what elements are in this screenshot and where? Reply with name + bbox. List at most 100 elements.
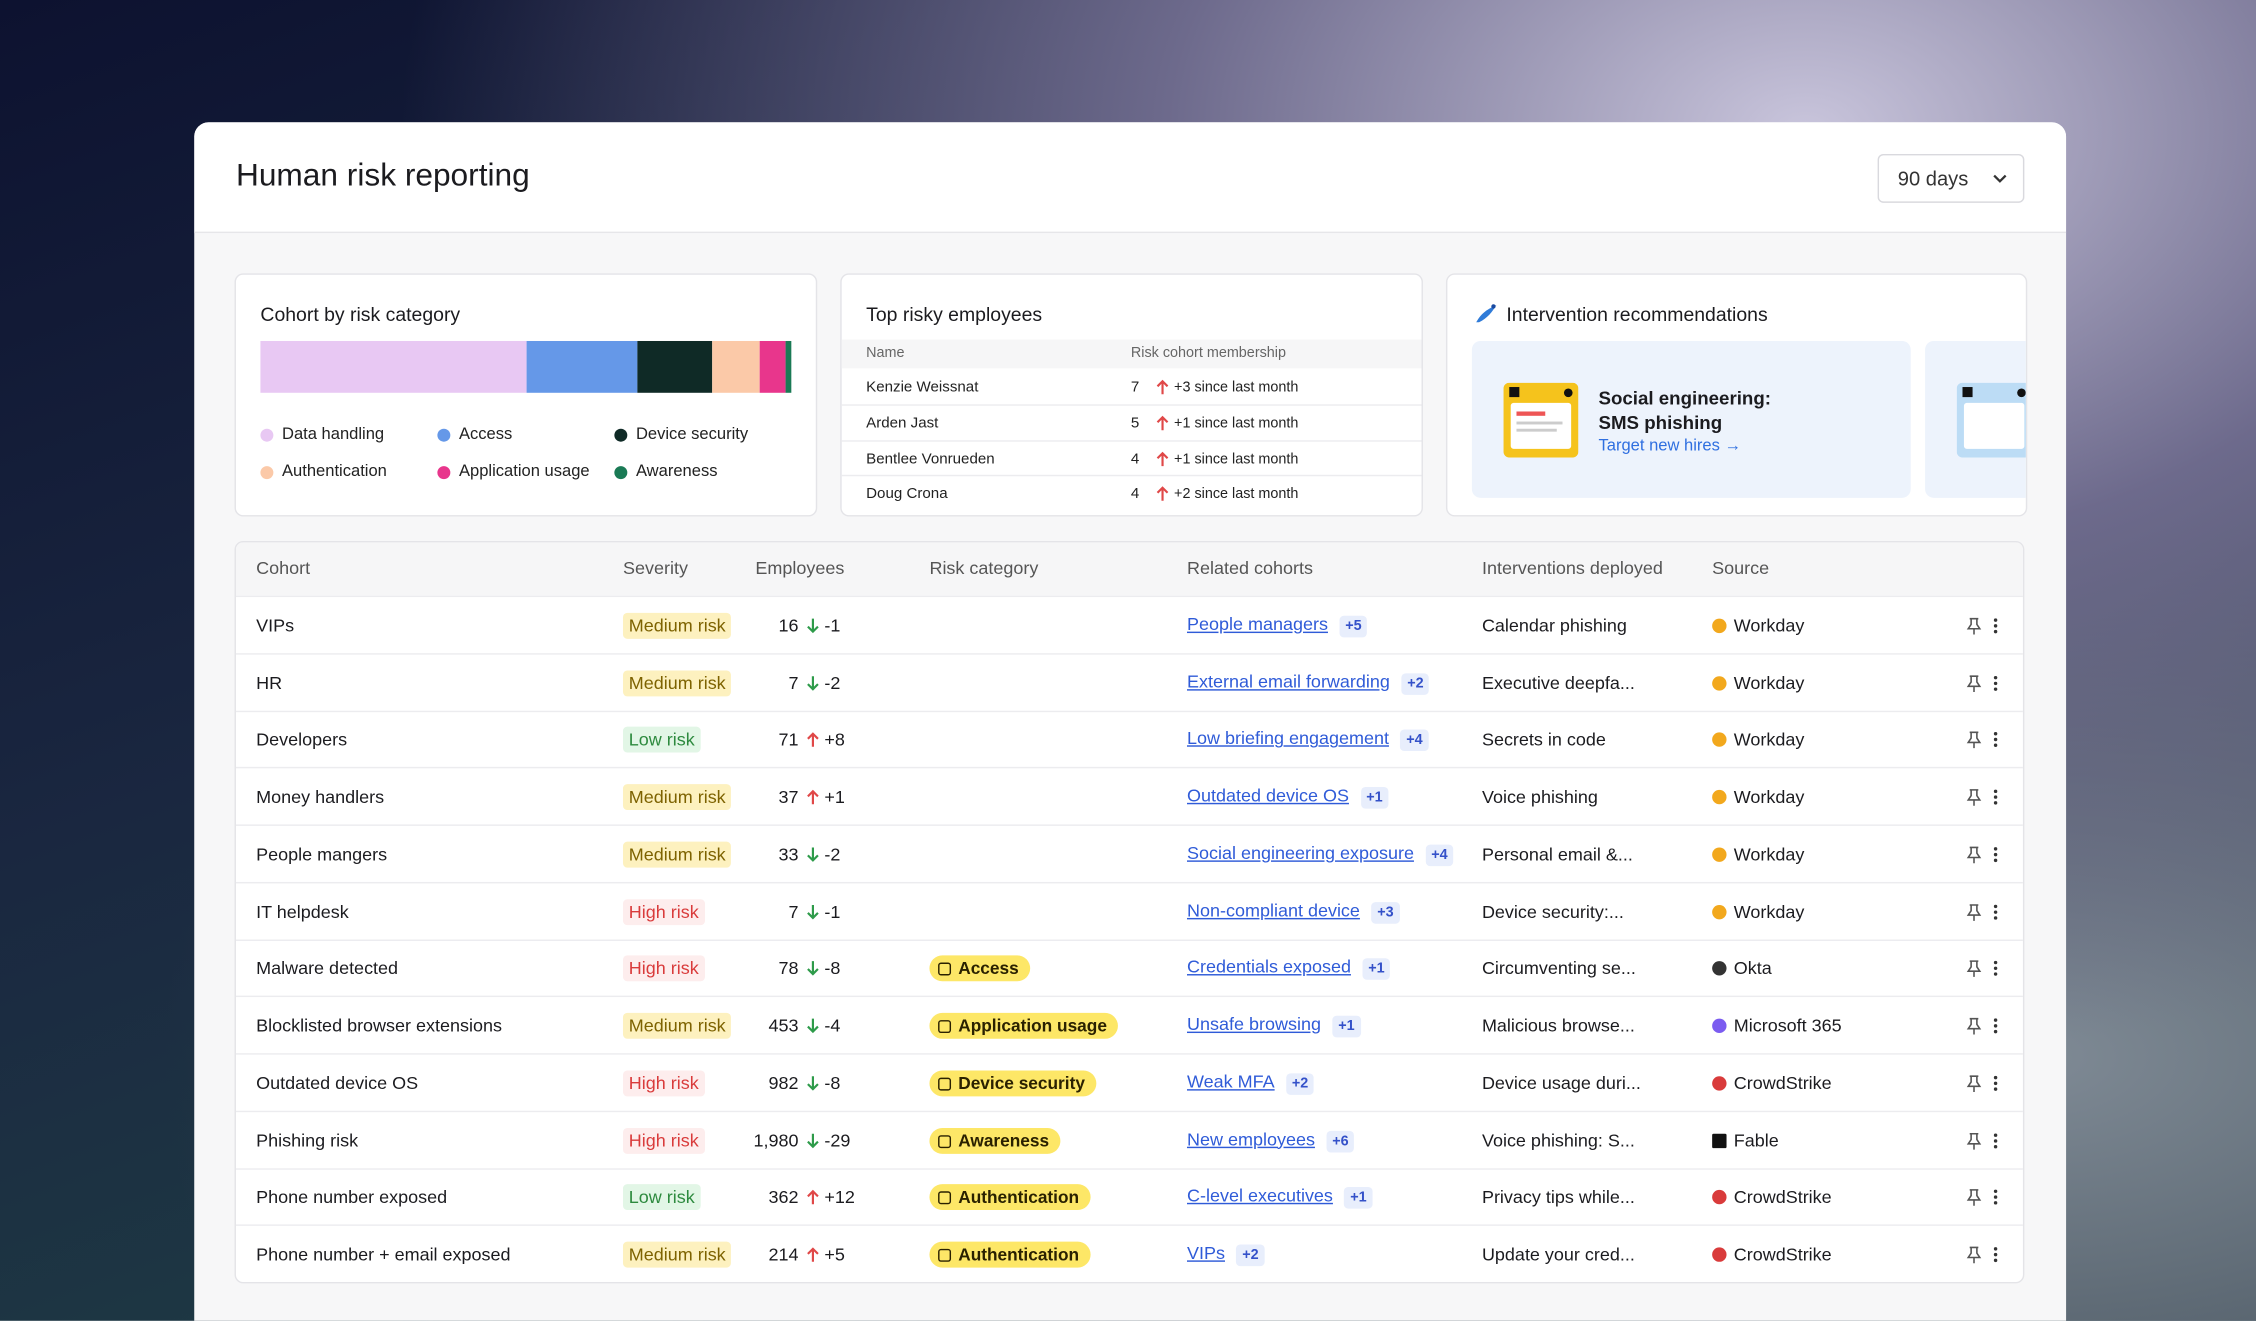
arrow-down (807, 1133, 819, 1148)
related-link[interactable]: C-level executives (1186, 1186, 1333, 1207)
source-icon (1712, 1018, 1727, 1034)
row-actions[interactable] (1965, 902, 2008, 922)
related-more[interactable]: +1 (1344, 1187, 1373, 1210)
cohort-name: Phone number + email exposed (256, 1244, 511, 1265)
source: Microsoft 365 (1712, 1016, 1842, 1036)
column-header: Risk category (929, 558, 1039, 579)
related-link[interactable]: New employees (1186, 1128, 1315, 1150)
recommendation-title: Social engineering: (1598, 387, 1772, 409)
related-link[interactable]: Non-compliant device (1186, 900, 1360, 921)
related-more[interactable]: +3 (1371, 901, 1400, 924)
source: Workday (1712, 787, 1804, 807)
arrow-down (807, 961, 819, 977)
interventions: Calendar phishing (1481, 615, 1627, 636)
severity-badge: Medium risk (622, 669, 732, 696)
row-actions[interactable] (1965, 1073, 2008, 1093)
column-header: Severity (622, 558, 688, 579)
related-more[interactable]: +2 (1236, 1244, 1265, 1267)
table-row[interactable]: Developers Low risk 71 +8 Low briefing engag… (235, 710, 2023, 769)
source-icon (1712, 961, 1727, 976)
table-header: Cohort Severity Employees Risk category Rela… (235, 542, 2023, 596)
source: CrowdStrike (1712, 1073, 1832, 1093)
table-row[interactable]: VIPs Medium risk 16 -1 People managers +5 Cale… (235, 595, 2023, 655)
severity-badge: Low risk (622, 727, 701, 753)
recommendation-card[interactable] (1925, 340, 2026, 498)
cohort-count: 7 (1130, 378, 1140, 396)
employee-name: Kenzie Weissnat (866, 378, 979, 396)
bar-segment (711, 340, 760, 393)
table-row[interactable]: Outdated device OS High risk 982 -8 Device s… (235, 1053, 2023, 1112)
interventions: Personal email &... (1481, 844, 1633, 865)
related-link[interactable]: Low briefing engagement (1186, 728, 1389, 749)
employee-change: -2 (824, 672, 841, 693)
source-icon (1712, 847, 1727, 862)
risk-category-chip: Awareness (929, 1127, 1061, 1154)
row-actions[interactable] (1965, 787, 2008, 807)
source-name: Workday (1733, 901, 1805, 922)
arrow-down (807, 1075, 819, 1091)
related-link[interactable]: Social engineering exposure (1186, 842, 1414, 864)
related-more[interactable]: +2 (1286, 1073, 1315, 1095)
cohort-name: People mangers (256, 844, 388, 865)
related-link[interactable]: VIPs (1186, 1243, 1225, 1264)
severity-badge: High risk (622, 1127, 705, 1154)
legend-label: Access (458, 425, 513, 444)
column-header: Cohort (256, 558, 311, 579)
table-row[interactable]: IT helpdesk High risk 7 -1 Non-compliant dev… (235, 881, 2023, 941)
card-title: Intervention recommendations (1506, 303, 1768, 326)
related-more[interactable]: +6 (1326, 1130, 1355, 1152)
legend-item: Authentication (260, 463, 387, 481)
row-actions[interactable] (1965, 844, 2008, 864)
chip-label: Awareness (958, 1130, 1050, 1151)
related-more[interactable]: +5 (1339, 615, 1368, 638)
employee-count: 33 (778, 844, 799, 865)
recommendation-action[interactable]: Target new hires → (1598, 437, 1742, 455)
cohort-name: Phishing risk (256, 1130, 359, 1151)
chip-label: Device security (958, 1073, 1085, 1094)
recommendation-card[interactable]: Social engineering: SMS phishing Target … (1471, 340, 1911, 498)
related-more[interactable]: +4 (1425, 844, 1454, 866)
table-row[interactable]: Phone number + email exposed Medium risk 2… (235, 1224, 2023, 1282)
related-more[interactable]: +1 (1332, 1015, 1361, 1038)
row-actions[interactable] (1965, 1245, 2008, 1265)
table-row[interactable]: Money handlers Medium risk 37 +1 Outdated de… (235, 767, 2023, 826)
related-more[interactable]: +4 (1400, 729, 1429, 752)
related-cohorts: Non-compliant device +3 (1186, 900, 1400, 924)
row-actions[interactable] (1965, 959, 2008, 979)
legend-swatch (260, 428, 274, 441)
arrow-up (1156, 486, 1169, 501)
row-actions[interactable] (1965, 673, 2008, 693)
interventions: Device usage duri... (1481, 1073, 1641, 1094)
legend-item: Access (437, 426, 512, 443)
chip-label: Authentication (958, 1187, 1080, 1208)
related-more[interactable]: +1 (1360, 787, 1389, 809)
column-header: Interventions deployed (1481, 558, 1663, 579)
period-dropdown[interactable]: 90 days (1877, 153, 2025, 203)
employees-card: Top risky employees Name Risk cohort mem… (840, 273, 1423, 517)
table-row[interactable]: People mangers Medium risk 33 -2 Social engi… (235, 824, 2023, 883)
related-link[interactable]: External email forwarding (1186, 671, 1390, 692)
chip-icon (938, 1248, 952, 1262)
row-actions[interactable] (1965, 1130, 2008, 1150)
table-row[interactable]: Blocklisted browser extensions Medium ris… (235, 995, 2023, 1055)
table-row[interactable]: Malware detected High risk 78 -8 Access Crede… (235, 938, 2023, 998)
row-actions[interactable] (1965, 616, 2008, 636)
row-actions[interactable] (1965, 1016, 2008, 1036)
related-link[interactable]: Credentials exposed (1186, 957, 1351, 978)
interventions: Malicious browse... (1481, 1015, 1635, 1037)
related-link[interactable]: People managers (1186, 614, 1328, 635)
legend-swatch (437, 465, 451, 479)
related-link[interactable]: Unsafe browsing (1186, 1014, 1321, 1035)
related-link[interactable]: Outdated device OS (1186, 785, 1349, 806)
row-actions[interactable] (1965, 1187, 2008, 1207)
related-more[interactable]: +2 (1401, 672, 1430, 695)
table-row[interactable]: HR Medium risk 7 -2 External email forwardin… (235, 652, 2023, 712)
related-cohorts: Outdated device OS +1 (1186, 785, 1389, 809)
legend-swatch (614, 465, 628, 479)
related-more[interactable]: +1 (1362, 958, 1391, 981)
row-actions[interactable] (1965, 730, 2008, 750)
table-row[interactable]: Phishing risk High risk 1,980 -29 Awareness N… (235, 1110, 2023, 1169)
legend-swatch (260, 465, 274, 479)
table-row[interactable]: Phone number exposed Low risk 362 +12 Authen… (235, 1167, 2023, 1227)
related-link[interactable]: Weak MFA (1186, 1071, 1275, 1092)
